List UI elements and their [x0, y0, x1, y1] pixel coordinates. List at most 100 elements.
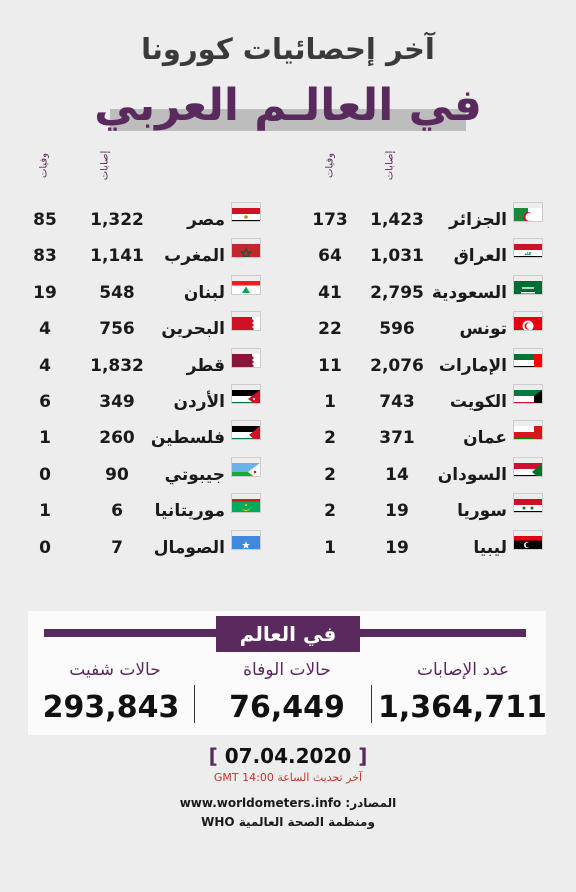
- morocco-flag-icon: [231, 238, 261, 259]
- kuwait-flag-icon: [513, 384, 543, 404]
- cases-value: 1,423: [370, 210, 424, 230]
- qatar-flag-icon: [231, 347, 261, 368]
- deaths-value: 0: [39, 464, 51, 485]
- sudan-flag-icon: [513, 456, 543, 477]
- right-cases-header: إصابات: [384, 150, 396, 181]
- somalia-flag-icon: [231, 529, 261, 550]
- deaths-value: 19: [33, 282, 57, 303]
- stat-divider-1: [371, 685, 372, 723]
- deaths-value: 64: [318, 246, 342, 267]
- bahrain-flag-icon: [231, 311, 261, 332]
- country-name: قطر: [186, 355, 225, 376]
- tunisia-flag-icon: [513, 311, 543, 332]
- table-row: جيبوتي 90 0: [20, 456, 266, 493]
- table-row: موريتانيا 6 1: [20, 493, 266, 529]
- table-row: الله العراق 1,031 64: [300, 238, 546, 274]
- cases-value: 743: [379, 392, 415, 412]
- country-name: البحرين: [161, 319, 225, 340]
- source-url: www.worldometers.info: [179, 796, 342, 810]
- deaths-value: 1: [39, 501, 51, 522]
- stat-divider-2: [194, 685, 195, 723]
- country-name: الإمارات: [438, 355, 507, 376]
- cases-value: 14: [385, 464, 409, 485]
- country-name: لبنان: [183, 282, 225, 303]
- deaths-value: 2: [324, 464, 336, 485]
- update-time: آخر تحديث الساعة 14:00 GMT: [213, 771, 363, 784]
- cases-value: 6: [111, 501, 123, 522]
- country-name: جيبوتي: [164, 464, 225, 485]
- egypt-flag-icon: [231, 202, 261, 222]
- cases-value: 1,031: [370, 246, 424, 267]
- country-name: السعودية: [431, 282, 507, 303]
- saudi-flag-icon: [513, 274, 543, 295]
- page-title-line2: في العالـم العربي: [94, 80, 482, 131]
- cases-value: 371: [379, 428, 415, 449]
- cases-value: 596: [379, 319, 415, 340]
- cases-value: 1,141: [90, 246, 144, 267]
- recovered-value: 293,843: [42, 690, 180, 725]
- right-deaths-header: وفيات: [324, 152, 336, 179]
- lebanon-flag-icon: [231, 274, 261, 295]
- cases-value: 2,076: [370, 355, 424, 376]
- algeria-flag-icon: [513, 202, 543, 222]
- date-bracket-open: [: [208, 744, 218, 768]
- cases-value: 548: [99, 282, 135, 303]
- table-row: سوريا 19 2: [300, 493, 546, 529]
- deaths-value: 2: [324, 501, 336, 522]
- country-name: العراق: [453, 246, 507, 267]
- page-title-line1: آخر إحصائيات كورونا: [141, 32, 435, 66]
- table-row: الإمارات 2,076 11: [300, 347, 546, 384]
- country-name: سوريا: [457, 501, 507, 522]
- table-row: الجزائر 1,423 173: [300, 202, 546, 238]
- table-row: مصر 1,322 85: [20, 202, 266, 238]
- deaths-value: 1: [324, 537, 336, 558]
- cases-value: 756: [99, 319, 135, 340]
- mauritania-flag-icon: [231, 493, 261, 514]
- country-name: مصر: [187, 210, 225, 230]
- palestine-flag-icon: [231, 420, 261, 441]
- cases-value: 90: [105, 464, 129, 485]
- deaths-value: 1: [39, 428, 51, 449]
- uae-flag-icon: [513, 347, 543, 368]
- oman-flag-icon: [513, 420, 543, 441]
- table-row: السعودية 2,795 41: [300, 274, 546, 311]
- table-row: البحرين 756 4: [20, 311, 266, 347]
- cases-value: 349: [99, 392, 135, 412]
- table-row: السودان 14 2: [300, 456, 546, 493]
- country-name: تونس: [459, 319, 507, 340]
- country-name: عمان: [463, 428, 507, 449]
- country-name: الصومال: [153, 537, 225, 558]
- cases-value: 1,322: [90, 210, 144, 230]
- table-row: عمان 371 2: [300, 420, 546, 456]
- cases-value: 260: [99, 428, 135, 449]
- source-line-2: ومنظمة الصحة العالمية WHO: [201, 815, 375, 829]
- deaths-value: 4: [39, 355, 51, 376]
- left-deaths-header: وفيات: [38, 152, 50, 179]
- deaths-value: 0: [39, 537, 51, 558]
- country-name: ليبيا: [473, 537, 507, 558]
- cases-value: 19: [385, 501, 409, 522]
- libya-flag-icon: [513, 529, 543, 550]
- syria-flag-icon: [513, 493, 543, 514]
- date-text: 07.04.2020: [224, 744, 352, 768]
- table-row: الأردن 349 6: [20, 384, 266, 420]
- country-name: فلسطين: [150, 428, 225, 449]
- iraq-flag-icon: الله: [513, 238, 543, 259]
- svg-text:الله: الله: [525, 251, 533, 256]
- world-title: في العالم: [216, 616, 360, 652]
- cases-value: 19: [385, 537, 409, 558]
- deaths-value: 11: [318, 355, 342, 376]
- total-cases-value: 1,364,711: [378, 690, 547, 725]
- table-row: المغرب 1,141 83: [20, 238, 266, 274]
- table-row: تونس 596 22: [300, 311, 546, 347]
- table-row: فلسطين 260 1: [20, 420, 266, 456]
- deaths-value: 41: [318, 282, 342, 303]
- country-name: الأردن: [173, 392, 225, 412]
- deaths-value: 76,449: [229, 690, 345, 725]
- cases-value: 2,795: [370, 282, 424, 303]
- deaths-value: 173: [312, 210, 348, 230]
- deaths-label: حالات الوفاة: [243, 660, 331, 680]
- country-name: موريتانيا: [154, 501, 225, 522]
- deaths-value: 2: [324, 428, 336, 449]
- title-highlight-bar: [110, 109, 466, 131]
